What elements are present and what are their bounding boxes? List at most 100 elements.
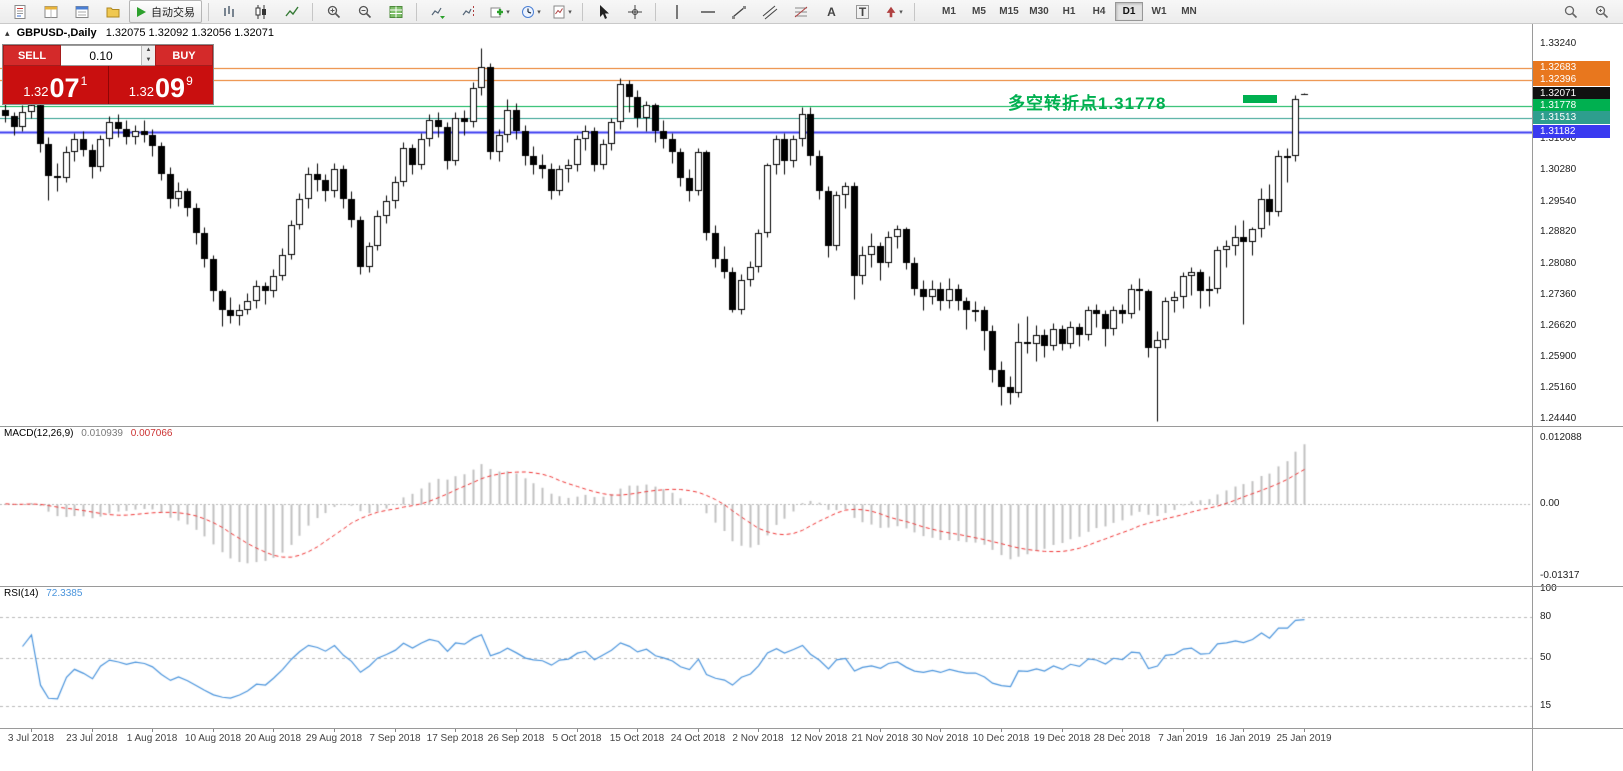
price-level-tag: 1.32071 <box>1533 86 1610 100</box>
time-axis-label: 12 Nov 2018 <box>790 733 848 744</box>
text-label-tool-button[interactable]: T <box>848 0 877 23</box>
cursor-tool-button[interactable] <box>589 0 618 23</box>
toolbar-separator <box>655 2 656 21</box>
autotrading-play-icon <box>137 6 146 17</box>
timeframe-button-m5[interactable]: M5 <box>972 6 986 17</box>
one-click-collapse-icon[interactable]: ▴ <box>5 28 10 38</box>
timeframe-button-h1[interactable]: H1 <box>1062 6 1076 17</box>
timeframe-button-mn[interactable]: MN <box>1181 6 1197 17</box>
rsi-value: 72.3385 <box>46 588 83 599</box>
vertical-line-tool-button[interactable] <box>662 0 691 23</box>
auto-scroll-button[interactable] <box>423 0 452 23</box>
timeframe-button-h4[interactable]: H4 <box>1092 6 1106 17</box>
sell-button[interactable]: SELL <box>3 45 61 66</box>
axis-tick-label: 1.29540 <box>1540 195 1577 207</box>
crosshair-tool-button[interactable] <box>620 0 649 23</box>
cursor-icon <box>599 4 609 19</box>
buy-price-display[interactable]: 1.32 09 9 <box>108 66 213 104</box>
time-axis-label: 2 Nov 2018 <box>732 733 784 744</box>
time-axis-label: 25 Jan 2019 <box>1276 733 1332 744</box>
bar-chart-button[interactable] <box>215 0 244 23</box>
price-axis[interactable]: 1.33240 1.31000 1.30280 1.29540 1.28820 1.280… <box>1532 24 1623 771</box>
one-click-trading-panel: SELL ▲ ▼ BUY 1.32 07 1 1.32 09 9 <box>2 44 214 105</box>
arrows-tool-button[interactable]: ▾ <box>879 0 908 23</box>
search-plus-button[interactable] <box>1587 0 1616 23</box>
chevron-down-icon: ▾ <box>506 8 510 16</box>
axis-tick-label: 1.28820 <box>1540 226 1577 238</box>
chevron-down-icon: ▾ <box>537 8 541 16</box>
line-chart-button[interactable] <box>277 0 306 23</box>
zoom-in-button[interactable] <box>319 0 348 23</box>
volume-input[interactable] <box>61 46 141 65</box>
timeframe-button-m30[interactable]: M30 <box>1029 6 1049 17</box>
horizontal-line-tool-button[interactable] <box>693 0 722 23</box>
time-axis-label: 16 Jan 2019 <box>1215 733 1271 744</box>
time-axis-label: 20 Aug 2018 <box>244 733 302 744</box>
time-axis-label: 7 Jan 2019 <box>1158 733 1208 744</box>
zoom-in-icon <box>327 5 340 18</box>
navigator-button[interactable] <box>98 0 127 23</box>
period-clock-icon <box>522 5 535 18</box>
pivot-marker-dash[interactable] <box>1243 95 1277 103</box>
axis-tick-label: 1.27360 <box>1540 288 1577 300</box>
bar-chart-icon <box>223 5 234 17</box>
time-axis-tick <box>758 729 759 732</box>
trendline-tool-button[interactable] <box>724 0 753 23</box>
channel-tool-button[interactable] <box>755 0 784 23</box>
volume-up-icon[interactable]: ▲ <box>142 46 155 56</box>
axis-tick-label: 80 <box>1540 610 1552 622</box>
data-window-button[interactable] <box>67 0 96 23</box>
timeframe-button-m15[interactable]: M15 <box>999 6 1019 17</box>
timeframe-button-d1[interactable]: D1 <box>1115 2 1143 21</box>
fibonacci-icon <box>794 6 807 17</box>
time-axis[interactable]: 3 Jul 2018 23 Jul 2018 1 Aug 2018 10 Aug 20… <box>0 729 1532 747</box>
time-axis-tick <box>455 729 456 732</box>
sell-price-display[interactable]: 1.32 07 1 <box>3 66 109 104</box>
toolbar-separator <box>208 2 209 21</box>
templates-button[interactable]: ▾ <box>547 0 576 23</box>
chart-canvas[interactable] <box>0 24 1532 729</box>
time-axis-tick <box>1304 729 1305 732</box>
timeframe-button-w1[interactable]: W1 <box>1151 6 1167 17</box>
time-axis-label: 23 Jul 2018 <box>66 733 118 744</box>
panel-separator-macd[interactable] <box>0 426 1623 427</box>
new-chart-button[interactable]: ▾ <box>485 0 514 23</box>
chart-shift-button[interactable] <box>454 0 483 23</box>
pivot-annotation[interactable]: 多空转折点1.31778 <box>1008 94 1167 113</box>
period-selector-button[interactable]: ▾ <box>516 0 545 23</box>
zoom-out-button[interactable] <box>350 0 379 23</box>
vertical-line-icon <box>675 4 678 19</box>
time-axis-tick <box>940 729 941 732</box>
price-level-tag: 1.31513 <box>1533 110 1610 124</box>
price-level-tag: 1.31182 <box>1533 124 1610 138</box>
time-axis-tick <box>819 729 820 732</box>
symbol-label: GBPUSD-,Daily <box>16 27 97 39</box>
text-tool-button[interactable]: A <box>817 0 846 23</box>
candlestick-chart-button[interactable] <box>246 0 275 23</box>
toolbar-right-group <box>1555 0 1617 23</box>
market-watch-button[interactable] <box>36 0 65 23</box>
tile-windows-button[interactable] <box>381 0 410 23</box>
autotrading-button[interactable]: 自动交易 <box>129 0 202 23</box>
axis-tick-label: 100 <box>1540 583 1557 594</box>
search-button[interactable] <box>1556 0 1585 23</box>
new-order-button[interactable] <box>5 0 34 23</box>
chevron-down-icon: ▾ <box>568 8 572 16</box>
time-axis-label: 24 Oct 2018 <box>670 733 726 744</box>
time-axis-label: 5 Oct 2018 <box>552 733 602 744</box>
timeframe-button-m1[interactable]: M1 <box>942 6 956 17</box>
price-level-tag: 1.32396 <box>1533 72 1610 86</box>
toolbar-separator <box>582 2 583 21</box>
toolbar-separator <box>312 2 313 21</box>
buy-button[interactable]: BUY <box>155 45 213 66</box>
axis-tick-label: 1.28080 <box>1540 257 1577 269</box>
time-axis-tick <box>577 729 578 732</box>
new-chart-icon <box>490 7 504 17</box>
time-axis-tick <box>698 729 699 732</box>
panel-separator-rsi[interactable] <box>0 586 1623 587</box>
line-chart-icon <box>284 6 299 16</box>
fibonacci-tool-button[interactable] <box>786 0 815 23</box>
time-axis-tick <box>31 729 32 732</box>
volume-down-icon[interactable]: ▼ <box>142 55 155 65</box>
price-level-tag: 1.31778 <box>1533 99 1610 113</box>
